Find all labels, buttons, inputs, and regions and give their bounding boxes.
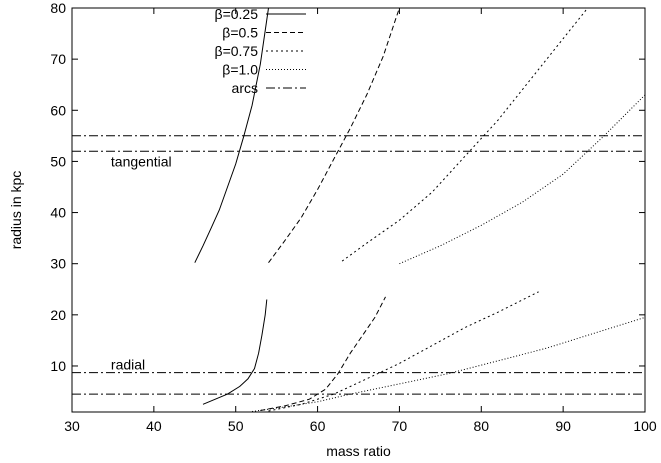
annotation-0: tangential xyxy=(111,154,172,170)
y-axis-label: radius in kpc xyxy=(8,171,24,250)
series-1-line-1 xyxy=(260,296,386,411)
legend-label-1: β=0.5 xyxy=(222,25,258,41)
x-tick-label-4: 70 xyxy=(392,418,408,434)
annotations-layer: tangential radial xyxy=(111,154,172,373)
x-axis-label: mass ratio xyxy=(326,443,391,459)
y-tick-label-6: 70 xyxy=(50,51,66,67)
legend-label-2: β=0.75 xyxy=(215,43,259,59)
series-2-line-1 xyxy=(268,291,539,412)
y-tick-label-2: 30 xyxy=(50,256,66,272)
series-1-line-0 xyxy=(268,7,400,263)
y-tick-label-0: 10 xyxy=(50,358,66,374)
x-tick-label-1: 40 xyxy=(146,418,162,434)
series-2-line-0 xyxy=(341,7,589,262)
annotation-1: radial xyxy=(111,357,145,373)
x-tick-label-7: 100 xyxy=(633,418,657,434)
x-tick-label-2: 50 xyxy=(228,418,244,434)
legend-label-4: arcs xyxy=(232,80,258,96)
y-tick-label-3: 40 xyxy=(50,205,66,221)
x-tick-label-3: 60 xyxy=(310,418,326,434)
y-tick-label-1: 20 xyxy=(50,307,66,323)
series-0-line-0 xyxy=(194,7,269,263)
series-0-line-1 xyxy=(202,299,268,405)
x-tick-label-5: 80 xyxy=(473,418,489,434)
plot-frame xyxy=(71,7,646,413)
legend-label-0: β=0.25 xyxy=(215,6,259,22)
x-tick-label-0: 30 xyxy=(64,418,80,434)
ticks-layer: 30 40 50 60 70 80 90 100 10 20 30 40 50 60 70 80 xyxy=(50,0,656,434)
y-tick-label-7: 80 xyxy=(50,0,66,16)
y-tick-label-5: 60 xyxy=(50,102,66,118)
series-3-line-0 xyxy=(399,94,646,265)
y-tick-label-4: 50 xyxy=(50,153,66,169)
series-3-line-1 xyxy=(252,316,646,412)
legend-label-3: β=1.0 xyxy=(222,62,258,78)
series-layer xyxy=(72,7,646,412)
legend: β=0.25 β=0.5 β=0.75 β=1.0 arcs xyxy=(215,6,306,96)
x-tick-label-6: 90 xyxy=(555,418,571,434)
